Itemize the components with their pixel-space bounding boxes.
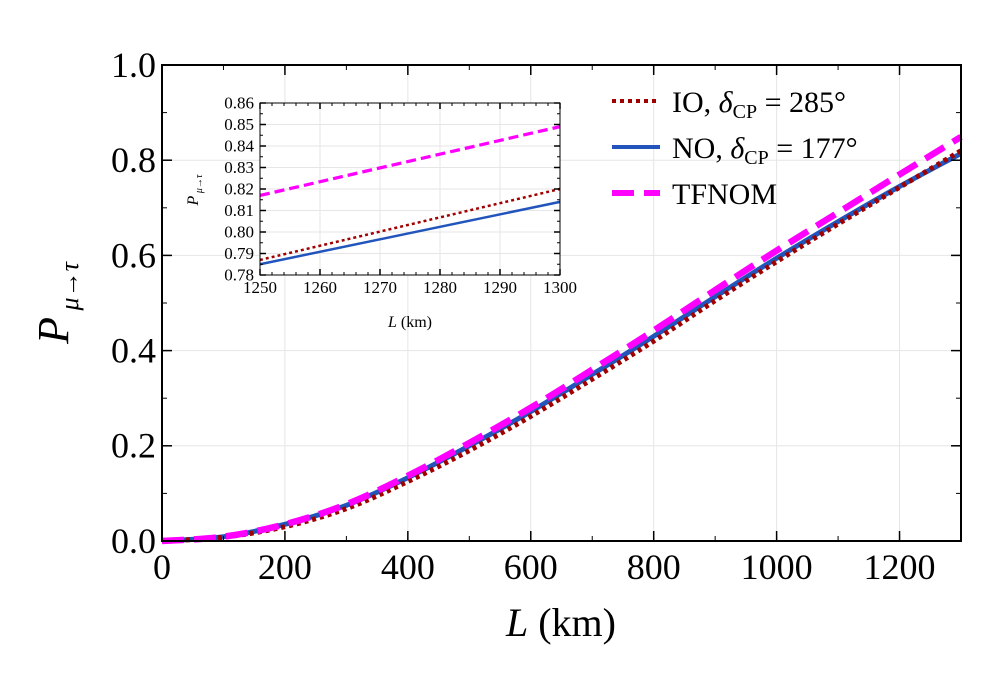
- x-tick-label: 1260: [303, 278, 337, 297]
- y-tick-label: 0.4: [111, 330, 156, 370]
- x-tick-label: 400: [381, 547, 435, 587]
- y-tick-label: 0.2: [111, 426, 156, 466]
- y-label-symbol: P: [185, 195, 202, 206]
- y-tick-label: 0.6: [111, 235, 156, 275]
- x-tick-label: 1300: [543, 278, 577, 297]
- main-ticks: 0 200 400 600 800 1000 1200 0.0 0.2 0.4 0.6 0.8 1.0: [111, 45, 962, 587]
- inset-x-label: L (km): [387, 314, 432, 331]
- x-tick-label: 0: [153, 547, 171, 587]
- x-tick-label: 1280: [423, 278, 457, 297]
- legend-text: NO,: [672, 132, 730, 165]
- legend-label: IO, δCP = 285°: [672, 86, 846, 123]
- legend-text: = 285°: [757, 86, 846, 119]
- y-tick-label: 0.86: [224, 94, 254, 113]
- legend: IO, δCP = 285°NO, δCP = 177°TFNOM: [612, 86, 858, 211]
- x-tick-label: 800: [627, 547, 681, 587]
- legend-text: = 177°: [769, 132, 858, 165]
- legend-label: TFNOM: [672, 178, 777, 211]
- inset-lines: [259, 125, 561, 266]
- y-tick-label: 1.0: [111, 45, 156, 85]
- y-label-subscript: μ→τ: [194, 174, 205, 196]
- y-label-symbol: P: [29, 317, 78, 345]
- inset-y-label: P μ→τ: [185, 174, 205, 206]
- legend-label: NO, δCP = 177°: [672, 132, 858, 169]
- x-tick-label: 200: [258, 547, 312, 587]
- y-tick-label: 0.83: [224, 158, 254, 177]
- y-label-subscript: μ→τ: [55, 260, 84, 317]
- y-tick-label: 0.82: [224, 180, 254, 199]
- y-tick-label: 0.84: [224, 137, 254, 156]
- y-tick-label: 0.85: [224, 115, 254, 134]
- series-line-solid: [259, 200, 561, 266]
- x-tick-label: 1250: [243, 278, 277, 297]
- legend-text: CP: [744, 147, 768, 169]
- main-lines: [161, 134, 963, 545]
- y-tick-label: 0.79: [224, 244, 254, 263]
- x-tick-label: 600: [504, 547, 558, 587]
- legend-text: δ: [730, 132, 745, 165]
- x-tick-label: 1000: [741, 547, 813, 587]
- series-line-io: [161, 148, 963, 544]
- x-tick-label: 1200: [864, 547, 936, 587]
- y-tick-label: 0.78: [224, 266, 254, 285]
- inset-ticks: 1250 1260 1270 1280 1290 1300 0.78 0.79 0.80 0.81…: [224, 94, 577, 297]
- y-tick-label: 0.8: [111, 140, 156, 180]
- x-tick-label: 1290: [483, 278, 517, 297]
- x-tick-label: 1270: [363, 278, 397, 297]
- legend-text: δ: [719, 86, 734, 119]
- x-axis-label: L (km): [505, 600, 616, 645]
- y-tick-label: 0.0: [111, 521, 156, 561]
- legend-text: CP: [733, 101, 757, 123]
- y-tick-label: 0.81: [224, 201, 254, 220]
- y-tick-label: 0.80: [224, 223, 254, 242]
- series-line-dashed: [259, 125, 561, 198]
- series-line-tfnom: [161, 134, 963, 545]
- legend-text: IO,: [672, 86, 719, 119]
- y-axis-label: P μ→τ: [29, 260, 84, 344]
